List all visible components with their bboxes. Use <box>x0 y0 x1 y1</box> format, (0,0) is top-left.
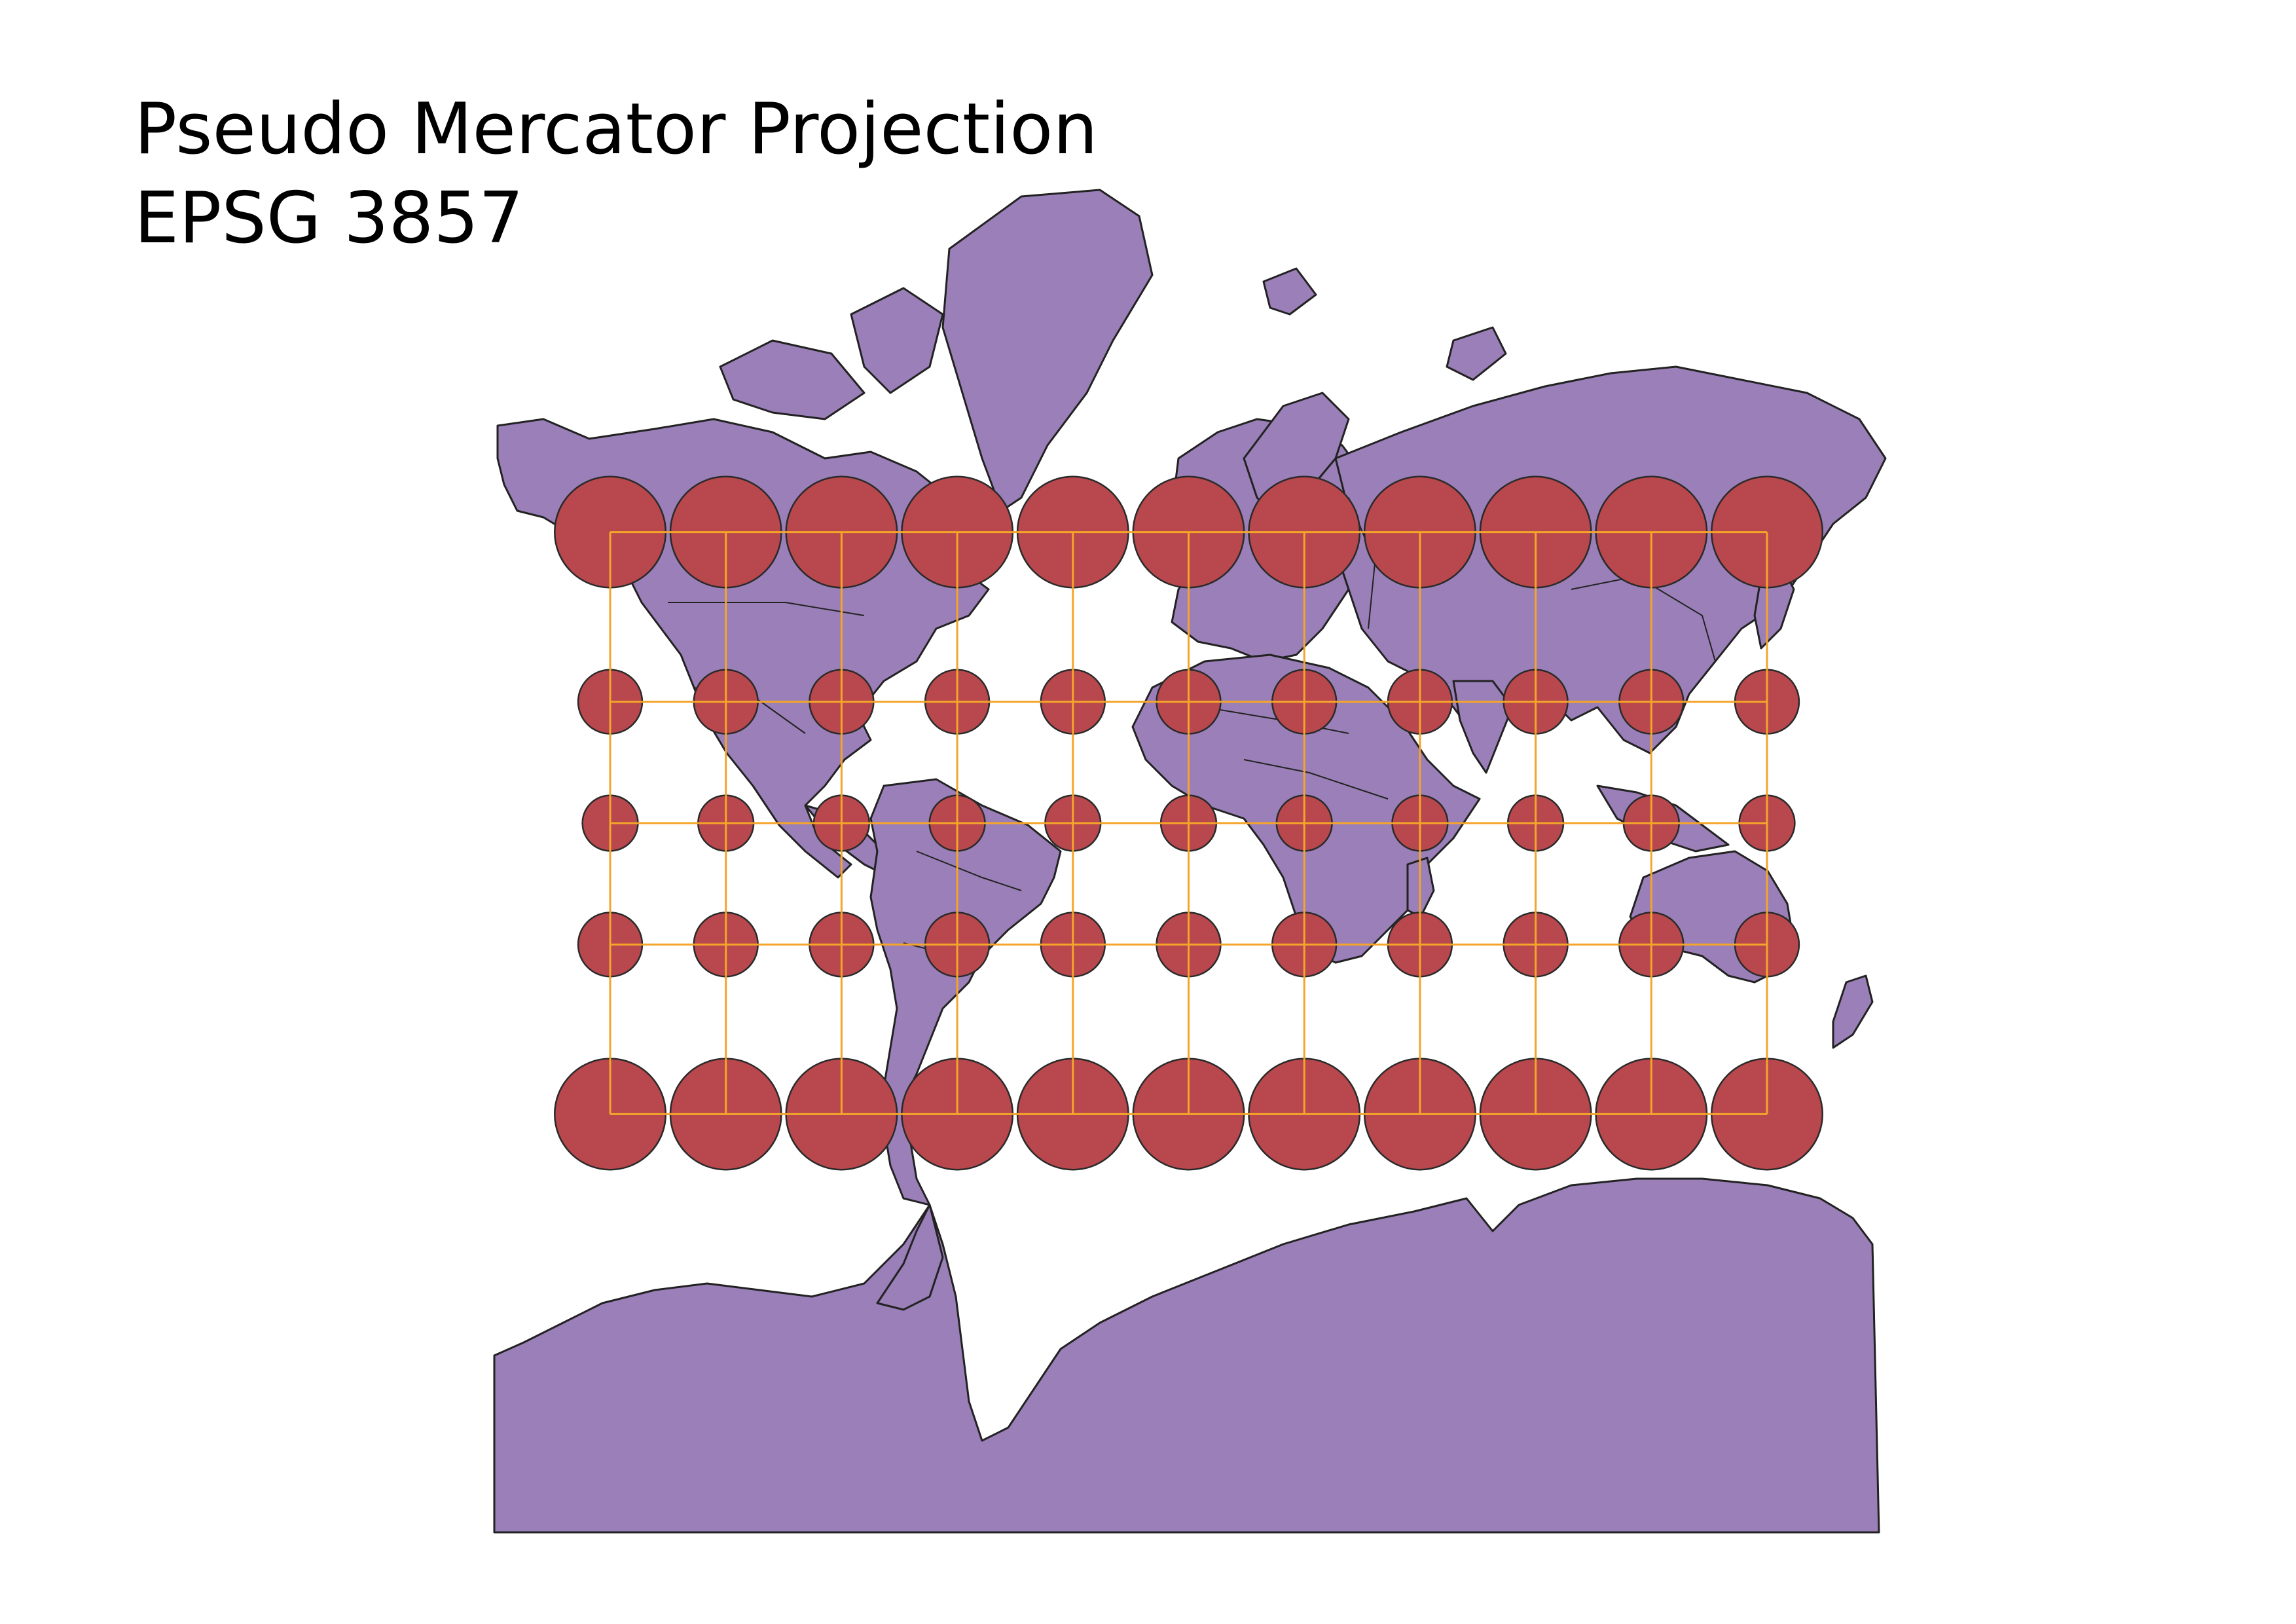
landmass-antarctic-peninsula <box>876 1204 944 1311</box>
title-line-2: EPSG 3857 <box>134 177 524 259</box>
graticule <box>609 531 1768 1115</box>
landmass-svalbard <box>1262 267 1317 316</box>
landmass-novaya-zemlya <box>1446 326 1507 381</box>
landmass-india <box>1452 680 1514 774</box>
title-line-1: Pseudo Mercator Projection <box>134 88 1098 170</box>
border-china <box>1571 575 1716 662</box>
border-us-canada <box>668 602 865 616</box>
landmasses <box>493 189 1887 1534</box>
map-title: Pseudo Mercator Projection EPSG 3857 <box>134 85 1098 263</box>
landmass-antarctica <box>493 1177 1880 1534</box>
landmass-new-zealand <box>1832 974 1874 1049</box>
landmass-greenland <box>941 189 1154 512</box>
landmass-baffin <box>850 287 944 394</box>
landmass-arctic-islands <box>719 339 866 420</box>
